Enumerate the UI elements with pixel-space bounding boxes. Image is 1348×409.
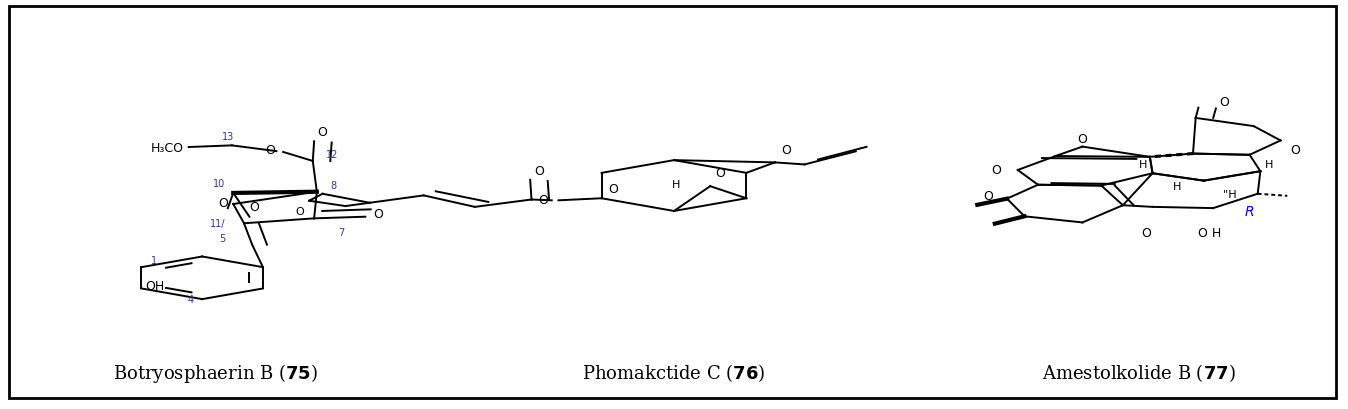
Text: O: O xyxy=(984,190,993,203)
Text: H₃CO: H₃CO xyxy=(151,141,183,154)
Text: O: O xyxy=(1290,144,1299,157)
Text: 12: 12 xyxy=(326,150,338,160)
Text: 1: 1 xyxy=(151,256,158,266)
Text: H: H xyxy=(1264,160,1273,170)
Text: O: O xyxy=(249,201,259,214)
Text: O: O xyxy=(1077,133,1088,146)
Text: H: H xyxy=(1139,160,1147,170)
Text: O: O xyxy=(608,182,619,196)
Text: 4: 4 xyxy=(187,294,194,304)
Text: 10: 10 xyxy=(213,179,225,189)
Text: H: H xyxy=(673,180,681,190)
Text: O: O xyxy=(538,193,547,207)
Text: 11/: 11/ xyxy=(210,218,225,228)
Text: O: O xyxy=(1140,226,1151,239)
Text: O: O xyxy=(535,164,545,178)
Text: O: O xyxy=(373,207,383,220)
Text: 5: 5 xyxy=(218,234,225,244)
Text: 13: 13 xyxy=(222,132,235,142)
Text: O: O xyxy=(992,164,1002,177)
Text: R: R xyxy=(1244,204,1255,218)
Text: 7: 7 xyxy=(338,227,344,237)
Text: O: O xyxy=(266,144,275,157)
Text: 8: 8 xyxy=(330,181,337,191)
Text: ''H: ''H xyxy=(1223,189,1237,199)
Text: Amestolkolide B ($\mathbf{77}$): Amestolkolide B ($\mathbf{77}$) xyxy=(1042,361,1236,383)
Text: O: O xyxy=(782,144,791,157)
Text: O: O xyxy=(1219,96,1229,109)
Text: O H: O H xyxy=(1197,226,1221,239)
Text: O: O xyxy=(317,126,328,139)
Text: O: O xyxy=(218,197,228,210)
Text: OH: OH xyxy=(146,280,164,293)
Text: O: O xyxy=(716,166,725,179)
Text: H: H xyxy=(1173,182,1181,192)
Text: O: O xyxy=(295,206,303,216)
Text: Botryosphaerin B ($\mathbf{75}$): Botryosphaerin B ($\mathbf{75}$) xyxy=(113,361,318,384)
Text: Phomakctide C ($\mathbf{76}$): Phomakctide C ($\mathbf{76}$) xyxy=(582,361,766,383)
